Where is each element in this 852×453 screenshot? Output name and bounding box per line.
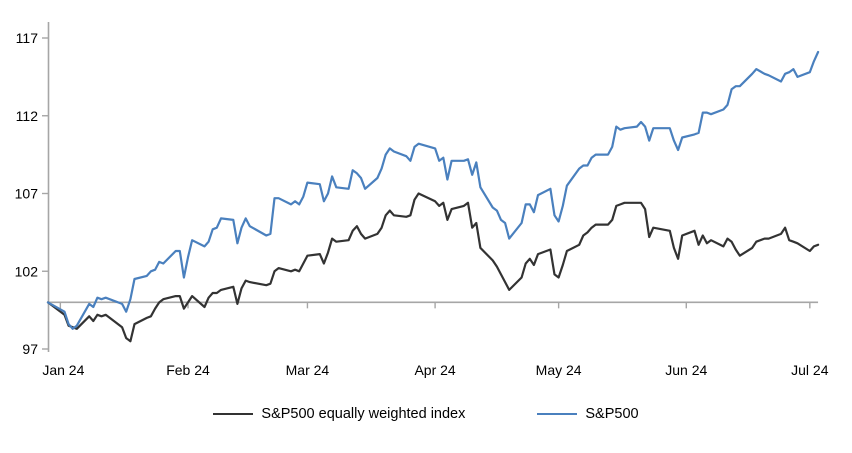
x-axis-tick-label: Jun 24: [665, 362, 707, 378]
x-axis-tick-label: Jul 24: [791, 362, 829, 378]
y-axis-tick-label: 97: [22, 341, 38, 357]
x-axis-tick-label: Mar 24: [286, 362, 330, 378]
sp500-line-swatch: [537, 413, 578, 415]
sp500-line: [46, 50, 820, 330]
x-axis-tick-label: May 24: [536, 362, 582, 378]
equal-weight-line: [46, 192, 820, 343]
legend: S&P500 equally weighted index S&P500: [0, 406, 852, 422]
line-chart: 97 102 107 112 117 Jan 24 Feb 24 Mar 24 Apr 24 Ma…: [15, 22, 829, 378]
legend-item-sp500: S&P500: [537, 406, 639, 422]
y-axis-tick-label: 107: [15, 186, 39, 202]
legend-label-equal-weight: S&P500 equally weighted index: [261, 406, 466, 422]
y-axis-tick-label: 117: [16, 30, 39, 46]
equal-weight-line-swatch: [213, 413, 254, 415]
y-axis-tick-label: 112: [16, 108, 39, 124]
x-axis-tick-label: Jan 24: [42, 362, 84, 378]
y-axis-tick-label: 102: [15, 263, 39, 279]
legend-item-equal-weight: S&P500 equally weighted index: [213, 406, 465, 422]
x-axis-tick-label: Apr 24: [414, 362, 455, 378]
legend-label-sp500: S&P500: [585, 406, 639, 422]
x-axis-tick-label: Feb 24: [166, 362, 210, 378]
